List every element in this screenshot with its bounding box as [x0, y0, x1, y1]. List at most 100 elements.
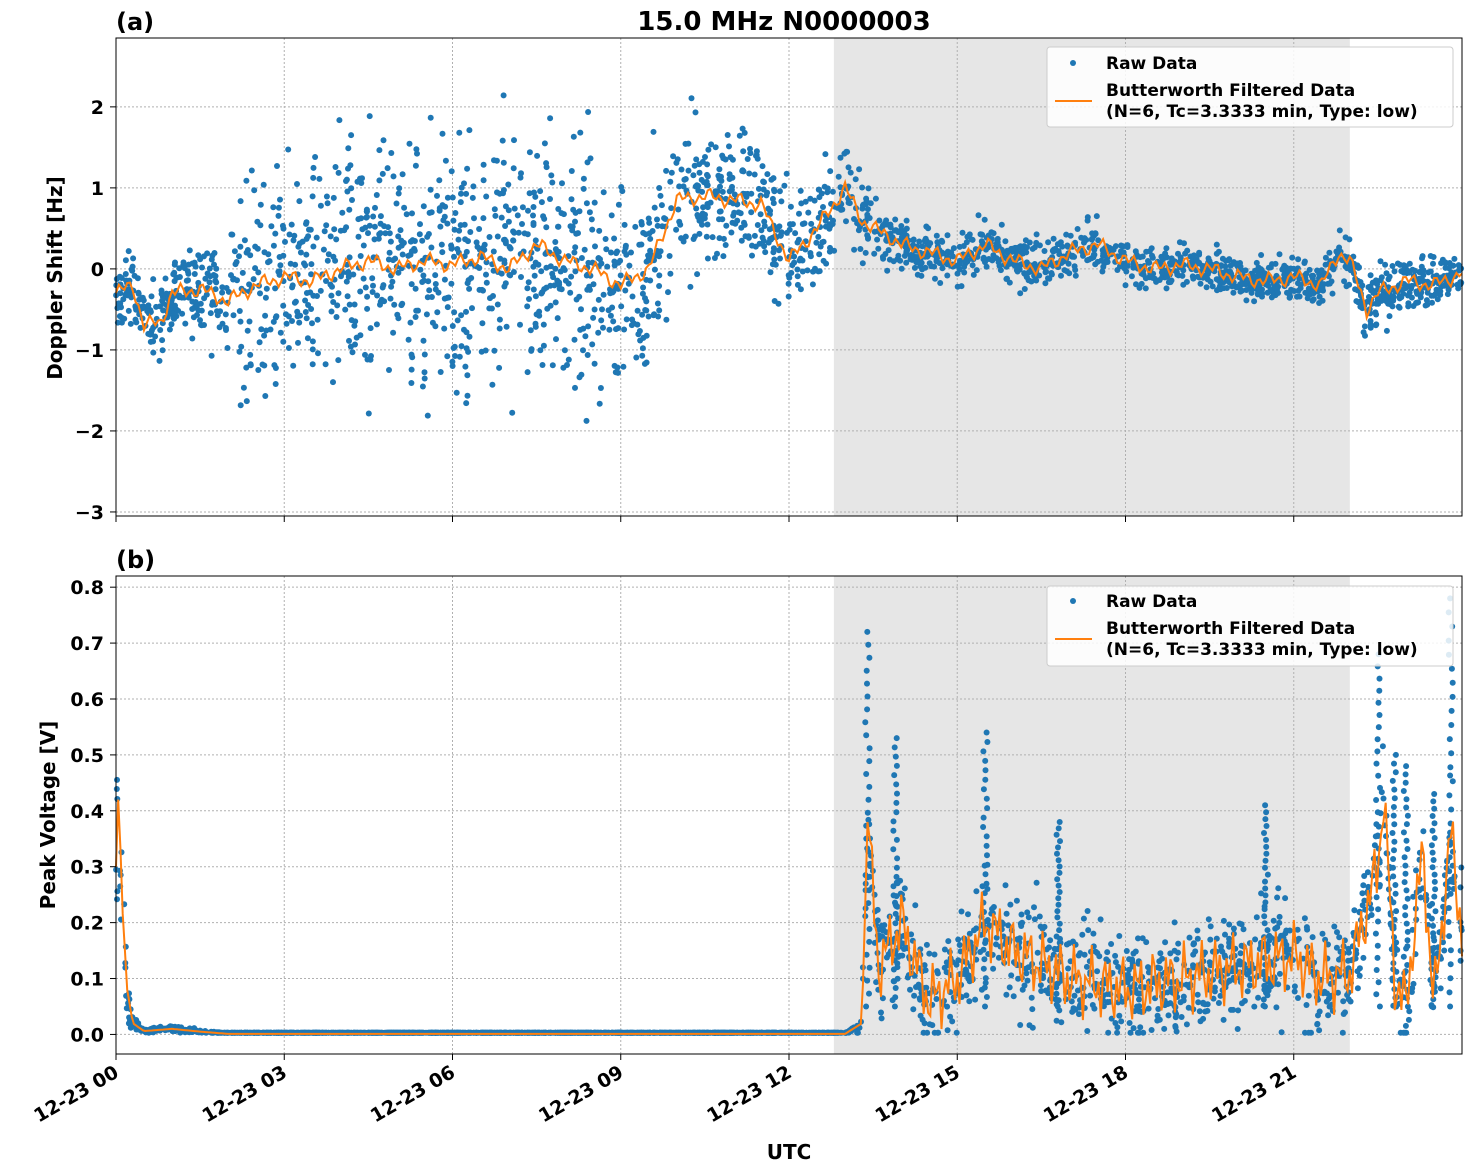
raw-data-point: [903, 225, 910, 232]
raw-data-point: [1104, 949, 1111, 956]
raw-data-point: [407, 238, 414, 245]
raw-data-point: [1336, 227, 1343, 234]
raw-data-point: [1351, 907, 1358, 914]
raw-data-point: [1077, 950, 1084, 957]
raw-data-point: [1090, 930, 1097, 937]
raw-data-point: [1316, 1027, 1323, 1034]
raw-data-point: [369, 289, 376, 295]
raw-data-point: [328, 292, 335, 299]
raw-data-point: [336, 117, 343, 124]
raw-data-point: [1259, 290, 1266, 297]
raw-data-point: [1100, 263, 1107, 270]
raw-data-point: [1081, 951, 1088, 958]
raw-data-point: [384, 165, 391, 172]
raw-data-point: [1442, 260, 1449, 267]
raw-data-point: [609, 304, 616, 311]
raw-data-point: [272, 285, 279, 292]
raw-data-point: [530, 220, 537, 226]
raw-data-point: [1083, 963, 1090, 970]
raw-data-point: [1215, 248, 1222, 255]
raw-data-point: [117, 300, 124, 307]
raw-data-point: [843, 148, 850, 155]
raw-data-point: [953, 1029, 960, 1036]
raw-data-point: [571, 336, 578, 343]
raw-data-point: [682, 233, 689, 240]
raw-data-point: [878, 1015, 885, 1022]
raw-data-point: [496, 325, 503, 332]
raw-data-point: [1265, 264, 1272, 271]
raw-data-point: [854, 1029, 861, 1036]
raw-data-point: [427, 114, 434, 121]
raw-data-point: [1149, 252, 1155, 259]
raw-data-point: [543, 160, 550, 167]
raw-data-point: [1237, 288, 1244, 295]
raw-data-point: [822, 223, 829, 230]
raw-data-point: [1034, 949, 1041, 956]
raw-data-point: [464, 165, 471, 172]
raw-data-point: [1028, 994, 1035, 1001]
raw-data-point: [159, 337, 166, 344]
raw-data-point: [479, 286, 485, 293]
raw-data-point: [294, 181, 300, 187]
raw-data-point: [903, 259, 910, 266]
panel-a-legend-raw-label: Raw Data: [1106, 54, 1197, 74]
raw-data-point: [786, 226, 793, 233]
raw-data-point: [651, 204, 658, 211]
raw-data-point: [406, 140, 413, 147]
raw-data-point: [409, 210, 415, 217]
raw-data-point: [1445, 286, 1452, 293]
raw-data-point: [903, 217, 910, 224]
raw-data-point: [234, 277, 240, 284]
raw-data-point: [1274, 286, 1280, 293]
raw-data-point: [1331, 923, 1338, 930]
raw-data-point: [1136, 996, 1142, 1003]
raw-data-point: [884, 267, 891, 274]
raw-data-point: [1203, 284, 1210, 291]
raw-data-point: [1206, 959, 1213, 966]
raw-data-point: [705, 146, 712, 153]
raw-data-point: [255, 367, 262, 373]
raw-data-point: [555, 223, 562, 230]
raw-data-point: [704, 204, 711, 211]
raw-data-point: [1437, 985, 1444, 992]
raw-data-point: [878, 1009, 884, 1016]
raw-data-point: [1423, 297, 1430, 304]
raw-data-point: [421, 369, 428, 376]
raw-data-point: [289, 318, 295, 324]
raw-data-point: [348, 185, 355, 192]
raw-data-point: [728, 229, 735, 236]
raw-data-point: [788, 269, 795, 276]
raw-data-point: [303, 220, 309, 227]
raw-data-point: [1396, 304, 1403, 311]
raw-data-point: [1171, 919, 1178, 926]
raw-data-point: [357, 253, 364, 259]
raw-data-point: [370, 213, 377, 220]
raw-data-point: [550, 274, 557, 281]
raw-data-point: [944, 232, 951, 239]
raw-data-point: [252, 265, 259, 272]
raw-data-point: [1291, 988, 1298, 995]
raw-data-point: [525, 207, 531, 214]
raw-data-point: [805, 209, 812, 216]
raw-data-point: [760, 186, 767, 193]
raw-data-point: [191, 271, 198, 277]
raw-data-point: [547, 196, 553, 202]
raw-data-point: [527, 327, 534, 334]
raw-data-point: [591, 306, 598, 313]
raw-data-point: [1079, 931, 1086, 938]
raw-data-point: [1126, 956, 1133, 963]
raw-data-point: [932, 275, 938, 282]
raw-data-point: [330, 194, 337, 201]
raw-data-point: [879, 253, 886, 260]
raw-data-point: [581, 246, 588, 253]
raw-data-point: [808, 220, 815, 227]
raw-data-point: [1387, 301, 1394, 308]
raw-data-point: [303, 290, 310, 296]
raw-data-point: [518, 170, 524, 177]
raw-data-point: [401, 204, 408, 211]
raw-data-point: [620, 363, 627, 370]
raw-data-point: [449, 363, 456, 369]
raw-data-point: [416, 231, 423, 238]
raw-data-point: [476, 226, 483, 232]
raw-data-point: [745, 233, 752, 240]
